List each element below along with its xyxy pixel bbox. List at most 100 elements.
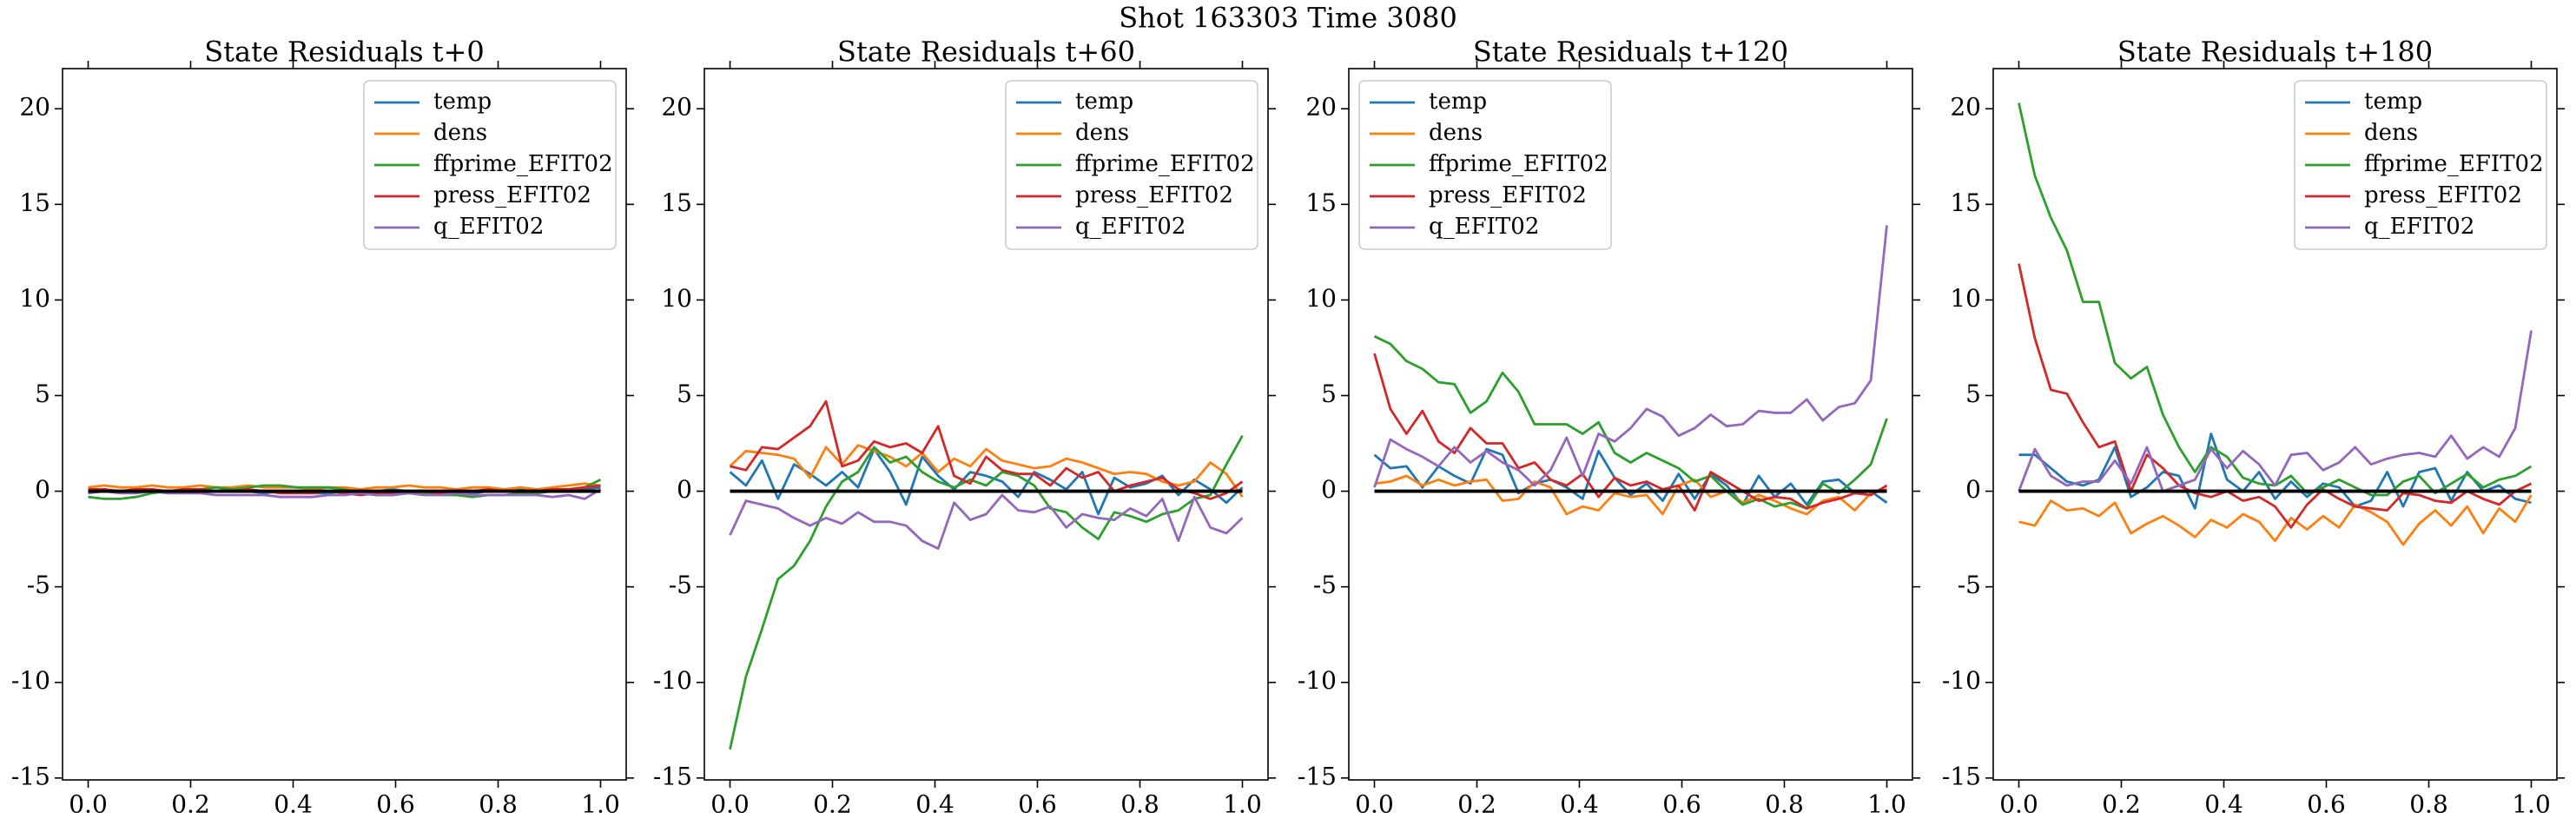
x-tick-label: 0.4: [2204, 790, 2243, 819]
legend-label: dens: [1429, 120, 1483, 146]
y-tick-label: 20: [1305, 93, 1337, 122]
y-tick-label: -5: [27, 571, 50, 599]
legend-label: press_EFIT02: [1075, 182, 1233, 208]
y-tick-label: 15: [1305, 188, 1337, 217]
series-line: [88, 482, 601, 491]
y-tick-label: 20: [661, 93, 692, 122]
legend-box: [363, 80, 617, 250]
legend-label: temp: [1429, 89, 1487, 115]
axes-frame: [1992, 68, 2558, 781]
x-tick-label: 0.2: [2102, 790, 2141, 819]
legend-label: ffprime_EFIT02: [1075, 151, 1255, 177]
y-tick-label: 10: [1305, 284, 1337, 313]
series-line: [729, 493, 1244, 550]
y-tick-label: 0: [677, 475, 692, 504]
axes-frame: [1348, 68, 1913, 781]
y-tick-label: -5: [1958, 571, 1981, 599]
legend-label: temp: [433, 89, 492, 115]
y-tick-label: 10: [19, 284, 50, 313]
x-tick-label: 0.8: [479, 790, 518, 819]
legend-label: ffprime_EFIT02: [2364, 151, 2544, 177]
subplot-title: State Residuals t+180: [2117, 36, 2433, 69]
y-tick-label: -15: [11, 762, 50, 790]
y-tick-label: 20: [1950, 93, 1981, 122]
legend-label: dens: [1075, 120, 1129, 146]
legend-label: press_EFIT02: [1429, 182, 1587, 208]
y-tick-label: 10: [1950, 284, 1981, 313]
x-tick-label: 0.6: [1018, 790, 1057, 819]
subplot: State Residuals t+60 0.0 0.2 0.4 0.6 0.8 1.0 -1…: [653, 36, 1276, 819]
y-tick-label: -10: [1942, 666, 1981, 695]
subplot-title: State Residuals t+60: [837, 36, 1135, 69]
series-line: [729, 435, 1244, 750]
subplot-title: State Residuals t+120: [1473, 36, 1788, 69]
legend-label: press_EFIT02: [433, 182, 591, 208]
x-tick-label: 0.8: [2409, 790, 2448, 819]
subplot: State Residuals t+180 0.0 0.2 0.4 0.6 0.8 1.0 -…: [1942, 36, 2565, 819]
x-tick-label: 0.2: [171, 790, 210, 819]
y-tick-label: 5: [35, 380, 50, 408]
y-tick-label: 0: [35, 475, 50, 504]
y-tick-label: 5: [677, 380, 692, 408]
y-tick-label: -15: [1942, 762, 1981, 790]
y-tick-label: 15: [1950, 188, 1981, 217]
y-tick-label: -10: [1298, 666, 1337, 695]
legend-box: [2294, 80, 2547, 250]
subplot-title: State Residuals t+0: [204, 36, 485, 69]
x-tick-label: 0.6: [376, 790, 415, 819]
x-tick-label: 0.6: [2307, 790, 2346, 819]
legend-label: dens: [433, 120, 487, 146]
legend-label: press_EFIT02: [2364, 182, 2522, 208]
series-line: [1374, 474, 1887, 516]
x-tick-label: 1.0: [1867, 790, 1906, 819]
legend-label: temp: [2364, 89, 2422, 115]
series-line: [2018, 330, 2533, 492]
legend: temp dens ffprime_EFIT02 press_EFIT02 q_EFIT…: [2294, 80, 2547, 250]
subplot: State Residuals t+0 0.0 0.2 0.4 0.6 0.8 1.0 -15…: [11, 36, 634, 819]
x-tick-label: 0.8: [1120, 790, 1159, 819]
legend-label: dens: [2364, 120, 2418, 146]
y-tick-label: 20: [19, 93, 50, 122]
x-tick-label: 0.8: [1765, 790, 1804, 819]
series-line: [1373, 225, 1888, 488]
x-tick-label: 0.2: [1457, 790, 1496, 819]
x-tick-label: 1.0: [1223, 790, 1262, 819]
x-tick-label: 0.6: [1662, 790, 1701, 819]
series-line: [2018, 263, 2533, 529]
legend-box: [1358, 80, 1612, 250]
x-tick-label: 0.2: [813, 790, 852, 819]
x-tick-label: 0.0: [1355, 790, 1394, 819]
legend-label: ffprime_EFIT02: [1429, 151, 1608, 177]
y-tick-label: 5: [1321, 380, 1337, 408]
y-tick-label: 0: [1321, 475, 1337, 504]
series-line: [2018, 433, 2532, 510]
legend-label: temp: [1075, 89, 1133, 115]
y-tick-label: 15: [19, 188, 50, 217]
y-tick-label: 5: [1965, 380, 1981, 408]
y-tick-label: -5: [669, 571, 692, 599]
x-tick-label: 1.0: [2512, 790, 2551, 819]
series-line: [88, 488, 602, 500]
subplot: State Residuals t+120 0.0 0.2 0.4 0.6 0.8 1.0 -…: [1298, 36, 1920, 819]
x-tick-label: 0.0: [1999, 790, 2038, 819]
y-tick-label: -5: [1313, 571, 1337, 599]
legend-label: q_EFIT02: [1429, 214, 1539, 240]
y-tick-label: -10: [653, 666, 692, 695]
x-tick-label: 0.4: [1560, 790, 1599, 819]
legend-box: [1005, 80, 1258, 250]
legend-label: ffprime_EFIT02: [433, 151, 613, 177]
y-tick-label: 10: [661, 284, 692, 313]
x-tick-label: 1.0: [581, 790, 620, 819]
series-line: [1373, 334, 1888, 510]
axes-frame: [703, 68, 1269, 781]
x-tick-label: 0.0: [710, 790, 750, 819]
x-tick-label: 0.4: [274, 790, 313, 819]
legend-label: q_EFIT02: [2364, 214, 2474, 240]
series-line: [2018, 494, 2533, 546]
y-tick-label: -15: [1298, 762, 1337, 790]
axes-frame: [62, 68, 627, 781]
y-tick-label: -10: [11, 666, 50, 695]
legend-label: q_EFIT02: [1075, 214, 1186, 240]
legend: temp dens ffprime_EFIT02 press_EFIT02 q_EFIT…: [1005, 80, 1258, 250]
